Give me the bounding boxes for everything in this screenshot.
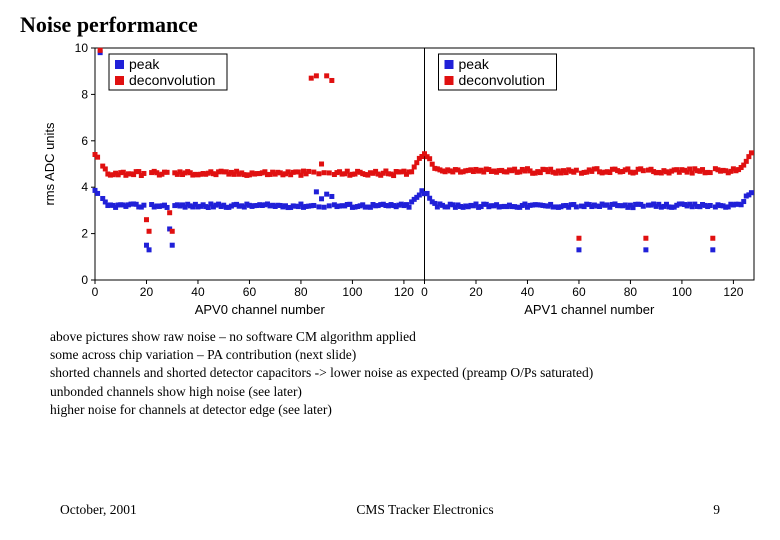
- svg-text:APV1 channel number: APV1 channel number: [524, 302, 655, 317]
- svg-text:2: 2: [81, 227, 88, 241]
- footer: October, 2001 CMS Tracker Electronics 9: [0, 502, 780, 518]
- svg-text:4: 4: [81, 180, 88, 194]
- footer-date: October, 2001: [60, 502, 137, 518]
- svg-text:60: 60: [243, 285, 257, 299]
- svg-text:40: 40: [521, 285, 535, 299]
- body-line: above pictures show raw noise – no softw…: [50, 328, 760, 346]
- chart-svg: rms ADC units0246810020406080100120APV0 …: [40, 42, 760, 322]
- svg-text:100: 100: [672, 285, 692, 299]
- body-line: shorted channels and shorted detector ca…: [50, 364, 760, 382]
- svg-text:120: 120: [723, 285, 743, 299]
- footer-title: CMS Tracker Electronics: [356, 502, 493, 518]
- svg-text:peak: peak: [129, 56, 160, 72]
- svg-text:40: 40: [191, 285, 205, 299]
- svg-text:100: 100: [342, 285, 362, 299]
- body-line: some across chip variation – PA contribu…: [50, 346, 760, 364]
- slide-title: Noise performance: [20, 12, 760, 38]
- body-line: unbonded channels show high noise (see l…: [50, 383, 760, 401]
- svg-text:deconvolution: deconvolution: [459, 72, 545, 88]
- svg-text:60: 60: [572, 285, 586, 299]
- svg-text:0: 0: [421, 285, 428, 299]
- slide: Noise performance rms ADC units024681002…: [0, 0, 780, 540]
- svg-text:APV0 channel number: APV0 channel number: [195, 302, 326, 317]
- footer-page: 9: [713, 502, 720, 518]
- body-text: above pictures show raw noise – no softw…: [50, 328, 760, 419]
- svg-text:8: 8: [81, 87, 88, 101]
- svg-text:80: 80: [294, 285, 308, 299]
- svg-text:6: 6: [81, 134, 88, 148]
- noise-chart: rms ADC units0246810020406080100120APV0 …: [40, 42, 760, 322]
- body-line: higher noise for channels at detector ed…: [50, 401, 760, 419]
- svg-text:rms ADC units: rms ADC units: [42, 122, 57, 206]
- svg-text:10: 10: [75, 42, 89, 55]
- svg-text:20: 20: [469, 285, 483, 299]
- svg-text:80: 80: [624, 285, 638, 299]
- svg-text:deconvolution: deconvolution: [129, 72, 215, 88]
- svg-text:0: 0: [81, 273, 88, 287]
- svg-text:20: 20: [140, 285, 154, 299]
- svg-text:120: 120: [394, 285, 414, 299]
- svg-text:0: 0: [92, 285, 99, 299]
- svg-text:peak: peak: [459, 56, 490, 72]
